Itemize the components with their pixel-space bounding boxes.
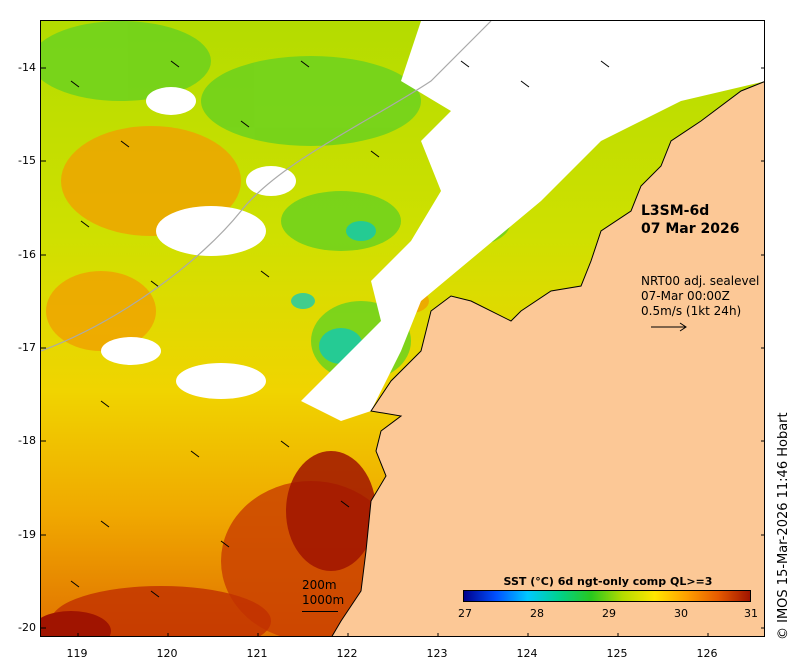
colorbar-tick-label: 28	[530, 607, 544, 620]
lat-tick-label: -19	[18, 528, 36, 541]
lat-tick-label: -16	[18, 248, 36, 261]
lon-tick-label: 126	[696, 647, 718, 660]
lon-tick-label: 119	[66, 647, 88, 660]
colorbar-tick-label: 29	[602, 607, 616, 620]
lat-tick-label: -15	[18, 154, 36, 167]
wind-legend-line3: 0.5m/s (1kt 24h)	[641, 304, 742, 318]
wind-legend: NRT00 adj. sealevel 07-Mar 00:00Z 0.5m/s…	[641, 274, 759, 319]
wind-legend-arrow	[651, 322, 687, 332]
isobath-1000m-label: 1000m	[302, 593, 345, 607]
lat-tick-label: -18	[18, 434, 36, 447]
credit-text: © IMOS 15-Mar-2026 11:46 Hobart	[776, 412, 791, 640]
lat-tick-label: -20	[18, 621, 36, 634]
wind-legend-line2: 07-Mar 00:00Z	[641, 289, 730, 303]
wind-vectors	[70, 60, 610, 598]
lon-tick-label: 123	[426, 647, 448, 660]
lon-tick-label: 124	[516, 647, 538, 660]
lon-tick-label: 125	[606, 647, 628, 660]
land-australia	[331, 81, 764, 636]
no-data-areas	[101, 21, 764, 421]
isobath-legend-line	[302, 611, 338, 612]
lon-tick-label: 122	[336, 647, 358, 660]
isobath-legend: 200m 1000m	[302, 578, 344, 608]
product-date: 07 Mar 2026	[641, 221, 740, 237]
isobath-200m-label: 200m	[302, 578, 337, 592]
colorbar-tick-label: 27	[458, 607, 472, 620]
lon-tick-label: 121	[246, 647, 268, 660]
sst-warm-south	[41, 351, 495, 636]
lon-tick-label: 120	[156, 647, 178, 660]
lat-tick-label: -17	[18, 341, 36, 354]
colorbar-tick-label: 31	[744, 607, 758, 620]
wind-legend-line1: NRT00 adj. sealevel	[641, 274, 760, 288]
map-canvas	[41, 21, 764, 636]
isobath-line	[41, 21, 492, 352]
colorbar	[463, 590, 751, 602]
product-title: L3SM-6d 07 Mar 2026	[641, 202, 739, 238]
sst-map[interactable]	[40, 20, 765, 637]
colorbar-tick-label: 30	[674, 607, 688, 620]
lat-tick-label: -14	[18, 61, 36, 74]
product-name: L3SM-6d	[641, 203, 710, 219]
axis-ticks	[41, 67, 764, 636]
colorbar-title: SST (°C) 6d ngt-only comp QL>=3	[503, 575, 713, 588]
